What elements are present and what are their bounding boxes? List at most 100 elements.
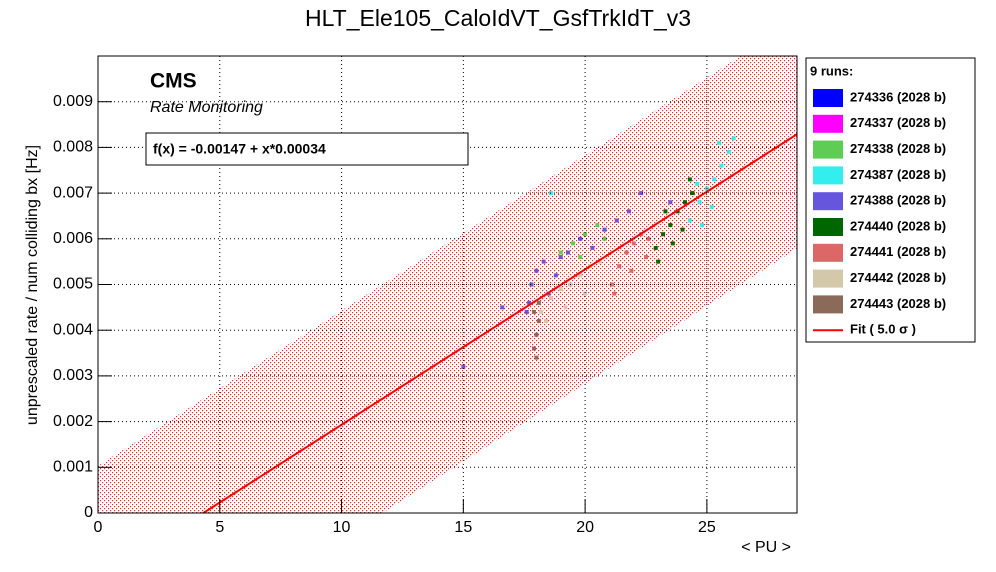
point xyxy=(531,346,536,351)
y-tick-label: 0 xyxy=(84,504,93,521)
y-tick-label: 0.008 xyxy=(53,139,93,156)
legend-label: 274442 (2028 b) xyxy=(850,270,946,285)
point xyxy=(668,223,673,228)
point xyxy=(549,296,554,301)
point xyxy=(680,227,685,232)
point xyxy=(687,218,692,223)
point xyxy=(639,191,644,196)
legend-swatch xyxy=(813,269,843,288)
plot-clip xyxy=(98,56,797,513)
y-tick-label: 0.001 xyxy=(53,459,93,476)
fit-box xyxy=(145,132,469,166)
point xyxy=(583,232,588,237)
point xyxy=(536,319,541,324)
y-tick-label: 0.002 xyxy=(53,413,93,430)
point xyxy=(682,200,687,205)
point xyxy=(700,223,705,228)
legend-swatch xyxy=(813,89,843,107)
annotation: CMS xyxy=(150,70,197,93)
fit-line xyxy=(201,133,797,513)
point xyxy=(544,319,549,324)
point xyxy=(534,268,539,273)
point xyxy=(578,255,583,260)
x-axis-label: < PU > xyxy=(741,539,791,556)
point xyxy=(670,241,675,246)
y-tick-label: 0.009 xyxy=(53,93,93,110)
point xyxy=(539,309,544,314)
point xyxy=(558,287,563,292)
point xyxy=(712,177,717,182)
point xyxy=(570,241,575,246)
point xyxy=(629,268,634,273)
point xyxy=(661,232,666,237)
point xyxy=(609,282,614,287)
point xyxy=(558,255,563,260)
legend-label: 274441 (2028 b) xyxy=(850,244,946,259)
plot-frame xyxy=(97,55,798,514)
point xyxy=(726,149,731,154)
legend-label: 274338 (2028 b) xyxy=(850,141,946,156)
point xyxy=(590,245,595,250)
point xyxy=(617,264,622,269)
legend-label: 274388 (2028 b) xyxy=(850,193,946,208)
legend-label: 274387 (2028 b) xyxy=(850,167,946,182)
legend-swatch xyxy=(813,218,843,236)
legend-swatch xyxy=(813,140,843,159)
legend-swatch xyxy=(813,192,843,211)
point xyxy=(461,364,466,369)
point xyxy=(697,200,702,205)
point xyxy=(668,200,673,205)
legend-label: Fit ( 5.0 σ ) xyxy=(850,322,916,337)
legend-swatch xyxy=(813,295,843,314)
legend-title: 9 runs: xyxy=(810,63,853,78)
point xyxy=(614,218,619,223)
point xyxy=(541,259,546,264)
x-tick-label: 20 xyxy=(576,519,594,536)
legend-swatch xyxy=(813,243,843,262)
point xyxy=(602,227,607,232)
y-tick-label: 0.004 xyxy=(53,321,93,338)
legend-label: 274440 (2028 b) xyxy=(850,218,946,233)
fit-label: f(x) = -0.00147 + x*0.00034 xyxy=(153,141,326,157)
point xyxy=(566,250,571,255)
x-tick-label: 10 xyxy=(333,519,351,536)
x-tick-label: 15 xyxy=(454,519,472,536)
point xyxy=(612,291,617,296)
point xyxy=(578,273,583,278)
point xyxy=(602,236,607,241)
point xyxy=(536,300,541,305)
x-tick-label: 25 xyxy=(698,519,716,536)
x-tick-label: 0 xyxy=(94,519,103,536)
point xyxy=(643,255,648,260)
point xyxy=(578,236,583,241)
point xyxy=(709,204,714,209)
point xyxy=(687,177,692,182)
y-axis-label: unprescaled rate / num colliding bx [Hz] xyxy=(24,145,41,425)
point xyxy=(553,273,558,278)
point xyxy=(597,259,602,264)
point xyxy=(558,250,563,255)
fit-band xyxy=(98,56,797,513)
point xyxy=(500,305,505,310)
point xyxy=(595,223,600,228)
legend-swatch xyxy=(813,114,843,133)
point xyxy=(717,140,722,145)
point xyxy=(626,209,631,214)
point xyxy=(663,209,668,214)
x-tick-label: 5 xyxy=(215,519,224,536)
point xyxy=(527,300,532,305)
y-tick-label: 0.003 xyxy=(53,367,93,384)
point xyxy=(656,259,661,264)
point xyxy=(695,181,700,186)
point xyxy=(531,309,536,314)
point xyxy=(534,355,539,360)
legend-swatch xyxy=(813,166,843,185)
point xyxy=(624,250,629,255)
legend-label: 274443 (2028 b) xyxy=(850,296,946,311)
legend-label: 274336 (2028 b) xyxy=(850,89,946,104)
point xyxy=(690,191,695,196)
legend-label: 274337 (2028 b) xyxy=(850,115,946,130)
point xyxy=(529,282,534,287)
chart-title: HLT_Ele105_CaloIdVT_GsfTrkIdT_v3 xyxy=(305,5,691,31)
